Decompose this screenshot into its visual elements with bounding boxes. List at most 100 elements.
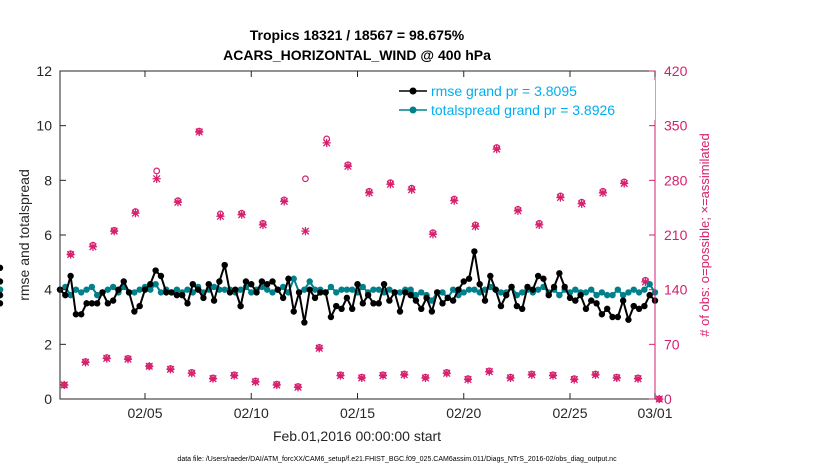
- totalspread-point: [418, 289, 425, 296]
- obs-assimilated-marker: [485, 367, 494, 376]
- totalspread-point: [375, 286, 382, 293]
- totalspread-point: [641, 286, 648, 293]
- obs-assimilated-marker: [195, 127, 204, 137]
- y-tick-label: 2: [44, 336, 52, 352]
- totalspread-point: [439, 289, 446, 296]
- rmse-point: [513, 302, 521, 310]
- totalspread-point: [333, 289, 340, 296]
- totalspread-point: [290, 275, 297, 282]
- rmse-point: [598, 311, 606, 318]
- rmse-point: [115, 286, 122, 293]
- rmse-point: [375, 300, 382, 307]
- obs-assimilated-marker: [421, 373, 430, 383]
- rmse-point: [78, 311, 85, 318]
- rmse-point: [104, 300, 112, 307]
- obs-assimilated-marker: [655, 394, 664, 404]
- totalspread-point: [248, 289, 255, 296]
- rmse-point: [327, 313, 335, 321]
- y-axis-label: rmse and totalspread: [16, 169, 32, 301]
- totalspread-point: [301, 286, 308, 293]
- rmse-point: [109, 297, 117, 304]
- obs-assimilated-marker: [513, 206, 523, 215]
- rmse-point: [242, 278, 250, 285]
- obs-assimilated-marker: [612, 373, 621, 383]
- totalspread-point: [359, 283, 367, 291]
- rmse-point: [449, 297, 457, 304]
- rmse-point: [120, 278, 127, 285]
- totalspread-point: [465, 286, 473, 293]
- legend-text-spread: totalspread grand pr = 3.8926: [431, 102, 615, 118]
- totalspread-point: [598, 289, 606, 296]
- totalspread-point: [449, 286, 457, 293]
- rmse-point: [189, 281, 197, 288]
- totalspread-point: [460, 289, 467, 296]
- legend-text-rmse: rmse grand pr = 3.8095: [431, 83, 577, 99]
- obs-assimilated-marker: [315, 344, 324, 353]
- totalspread-point: [603, 291, 611, 299]
- obs-assimilated-marker: [463, 375, 473, 384]
- obs-assimilated-marker: [173, 198, 183, 207]
- obs-assimilated-marker: [407, 185, 416, 194]
- obs-assimilated-marker: [591, 370, 600, 379]
- rmse-point: [588, 297, 595, 304]
- rmse-point: [72, 311, 80, 318]
- x-tick-label: 02/10: [234, 405, 269, 421]
- rmse-point: [364, 291, 372, 299]
- y2-tick-label: 70: [664, 336, 680, 352]
- rmse-point: [481, 297, 489, 304]
- rmse-point: [317, 289, 324, 296]
- rmse-point: [635, 305, 643, 312]
- rmse-point: [290, 308, 297, 315]
- totalspread-point: [593, 291, 600, 299]
- obs-assimilated-marker: [386, 180, 395, 189]
- rmse-point: [433, 289, 441, 296]
- obs-assimilated-marker: [216, 212, 225, 221]
- rmse-point: [338, 305, 345, 312]
- rmse-point: [194, 286, 202, 293]
- totalspread-point: [109, 283, 117, 291]
- rmse-point: [306, 286, 313, 293]
- totalspread-point: [152, 281, 159, 288]
- totalspread-point: [343, 286, 351, 293]
- obs-assimilated-marker: [301, 226, 310, 236]
- rmse-point: [609, 313, 616, 321]
- obs-assimilated-marker: [251, 377, 260, 386]
- obs-assimilated-marker: [258, 220, 268, 229]
- rmse-point: [646, 291, 653, 299]
- rmse-point: [88, 300, 96, 307]
- rmse-point: [163, 289, 170, 296]
- rmse-point: [545, 291, 552, 299]
- rmse-point: [444, 294, 452, 302]
- rmse-point: [168, 289, 175, 296]
- rmse-point: [380, 281, 388, 288]
- rmse-point: [136, 302, 143, 310]
- totalspread-point: [147, 286, 154, 293]
- rmse-point: [386, 297, 393, 304]
- obs-possible-marker: [153, 167, 161, 175]
- rmse-point: [492, 286, 499, 293]
- totalspread-point: [93, 291, 101, 299]
- rmse-point: [540, 275, 547, 282]
- series-layer: [0, 248, 659, 326]
- chart-title: Tropics 18321 / 18567 = 98.675%: [250, 27, 465, 43]
- obs-assimilated-marker: [620, 179, 629, 188]
- totalspread-point: [0, 286, 4, 293]
- y2-tick-label: 420: [664, 63, 688, 79]
- totalspread-point: [263, 286, 271, 293]
- rmse-point: [460, 278, 467, 285]
- obs-assimilated-marker: [322, 138, 331, 147]
- obs-possible-marker: [302, 175, 309, 183]
- rmse-point: [295, 289, 303, 296]
- totalspread-point: [221, 286, 228, 293]
- rmse-point: [279, 294, 287, 302]
- y2-tick-label: 350: [664, 118, 688, 134]
- y2-tick-label: 280: [664, 172, 688, 188]
- rmse-point: [471, 248, 478, 255]
- obs-assimilated-marker: [400, 370, 409, 379]
- legend-box: [396, 80, 655, 120]
- totalspread-point: [471, 286, 478, 293]
- obs-assimilated-marker: [237, 210, 246, 219]
- obs-assimilated-marker: [293, 383, 303, 392]
- rmse-point: [67, 272, 74, 280]
